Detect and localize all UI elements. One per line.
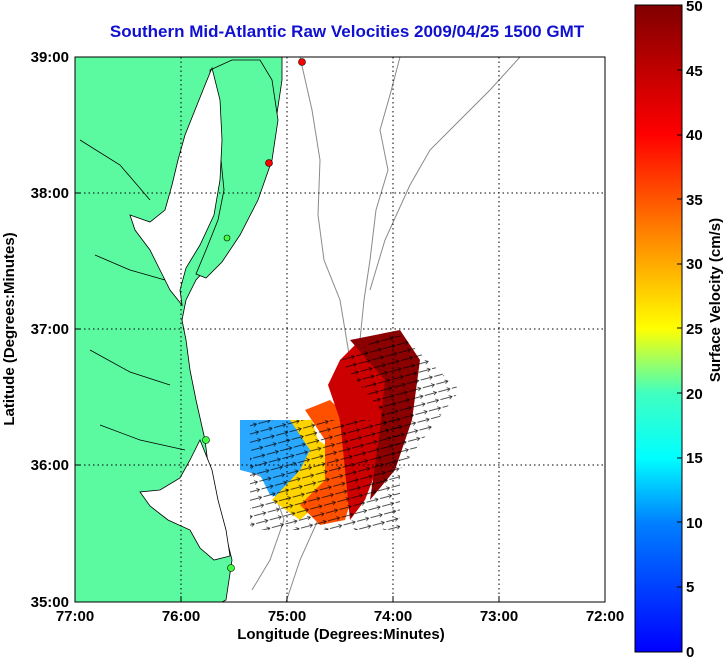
colorbar-tick-label: 35: [686, 192, 703, 209]
map-title: Southern Mid-Atlantic Raw Velocities 200…: [0, 22, 724, 42]
pamlico-sound: [139, 439, 231, 561]
colorbar-tick-label: 20: [686, 386, 703, 403]
y-tick-label: 36:00: [31, 457, 69, 474]
river: [79, 139, 186, 451]
colorbar-tick-label: 45: [686, 63, 703, 80]
map-title-text: Southern Mid-Atlantic Raw Velocities 200…: [109, 22, 585, 41]
radar-station-marker: [298, 58, 306, 66]
colorbar-tick-label: 10: [686, 515, 703, 532]
radar-station-marker: [265, 159, 273, 167]
colorbar-tick-label: 15: [686, 450, 703, 467]
colorbar-tick-label: 5: [686, 579, 694, 596]
radar-station-marker: [202, 436, 210, 444]
y-axis-label: Latitude (Degrees:Minutes): [1, 232, 18, 425]
radar-station-marker: [223, 234, 231, 242]
grid-lines: [75, 57, 605, 602]
y-tick-label: 37:00: [31, 321, 69, 338]
colorbar: [634, 4, 683, 653]
colorbar-tick-label: 0: [686, 644, 694, 659]
colorbar-tick-label: 25: [686, 321, 703, 338]
radar-station-marker: [227, 564, 235, 572]
x-tick-label: 74:00: [374, 608, 412, 625]
x-tick-label: 72:00: [586, 608, 624, 625]
x-tick-label: 73:00: [480, 608, 518, 625]
colorbar-tick-label: 40: [686, 127, 703, 144]
y-tick-label: 35:00: [31, 594, 69, 611]
y-tick-label: 38:00: [31, 185, 69, 202]
colorbar-tick-label: 50: [686, 0, 703, 15]
bathymetry-contour: [359, 57, 401, 341]
x-tick-label: 77:00: [56, 608, 94, 625]
colorbar-tick-label: 30: [686, 256, 703, 273]
x-tick-label: 76:00: [162, 608, 200, 625]
x-tick-label: 75:00: [268, 608, 306, 625]
colorbar-label: Surface Velocity (cm/s): [707, 218, 724, 382]
x-axis-label: Longitude (Degrees:Minutes): [237, 626, 445, 643]
velocity-field: [240, 330, 460, 530]
bathymetry-contour: [369, 57, 521, 291]
y-tick-label: 39:00: [31, 49, 69, 66]
